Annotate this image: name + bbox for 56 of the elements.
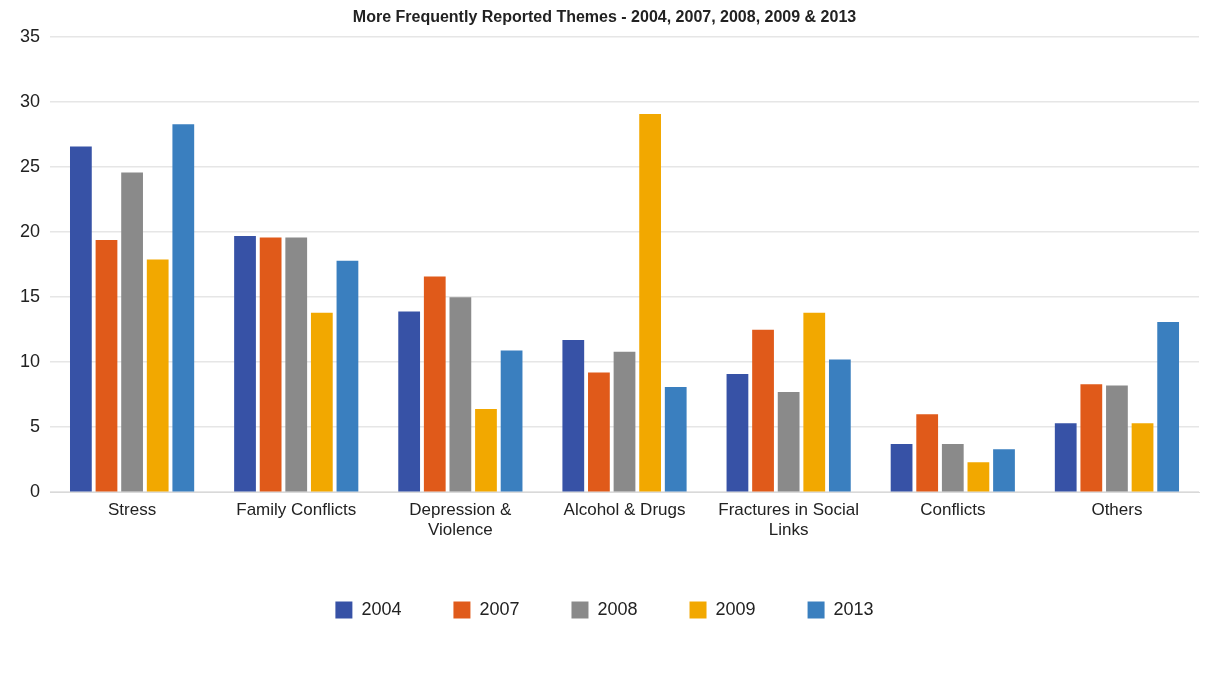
bar (259, 237, 282, 492)
bar (310, 312, 333, 492)
bar (588, 372, 610, 492)
x-tick-label: Stress (108, 500, 157, 520)
bar (916, 414, 939, 492)
bar (70, 146, 92, 492)
y-tick-label: 30 (19, 91, 41, 112)
bar (1080, 384, 1103, 492)
x-tick-label: Conflicts (920, 500, 986, 520)
x-tick-label: Family Conflicts (236, 500, 357, 520)
bar (1054, 423, 1077, 492)
bar (172, 124, 195, 492)
bar (803, 312, 826, 492)
bar (664, 386, 687, 492)
bar (777, 392, 800, 492)
bar (121, 172, 143, 492)
y-tick-label: 10 (19, 351, 41, 372)
x-tick-label: Others (1091, 500, 1143, 520)
legend-label: 2004 (361, 598, 402, 619)
bar (828, 359, 851, 492)
chart-title: More Frequently Reported Themes - 2004, 2007, 2008, 2009 & 2013 (352, 8, 857, 26)
bar (941, 444, 964, 492)
bar (449, 297, 472, 492)
bar (1131, 423, 1154, 492)
y-tick-label: 0 (30, 481, 41, 502)
bar (639, 113, 661, 492)
bar (234, 236, 256, 492)
bar (95, 240, 118, 492)
bar (1106, 385, 1128, 492)
y-tick-label: 20 (19, 221, 41, 242)
y-tick-label: 25 (19, 156, 41, 177)
bar (398, 311, 421, 492)
y-tick-label: 5 (30, 416, 41, 437)
legend-label: 2007 (479, 598, 520, 619)
bar (1157, 321, 1180, 492)
bar (726, 373, 749, 492)
bar (423, 276, 446, 492)
bar (993, 449, 1015, 492)
bar (475, 409, 497, 492)
bar (562, 340, 585, 492)
bar (752, 329, 774, 492)
legend-label: 2013 (833, 598, 874, 619)
bar (285, 237, 308, 492)
x-tick-label: Fractures in Social Links (718, 500, 860, 540)
bar (967, 462, 990, 492)
bar (500, 350, 523, 492)
legend-label: 2009 (715, 598, 756, 619)
bar (613, 351, 636, 492)
x-tick-label: Alcohol & Drugs (563, 500, 686, 520)
legend-label: 2008 (597, 598, 638, 619)
bar (890, 444, 913, 492)
y-tick-label: 15 (19, 286, 41, 307)
x-tick-label: Depression & Violence (409, 500, 513, 540)
bar (336, 260, 359, 492)
bar (146, 259, 169, 492)
y-tick-label: 35 (19, 26, 41, 47)
